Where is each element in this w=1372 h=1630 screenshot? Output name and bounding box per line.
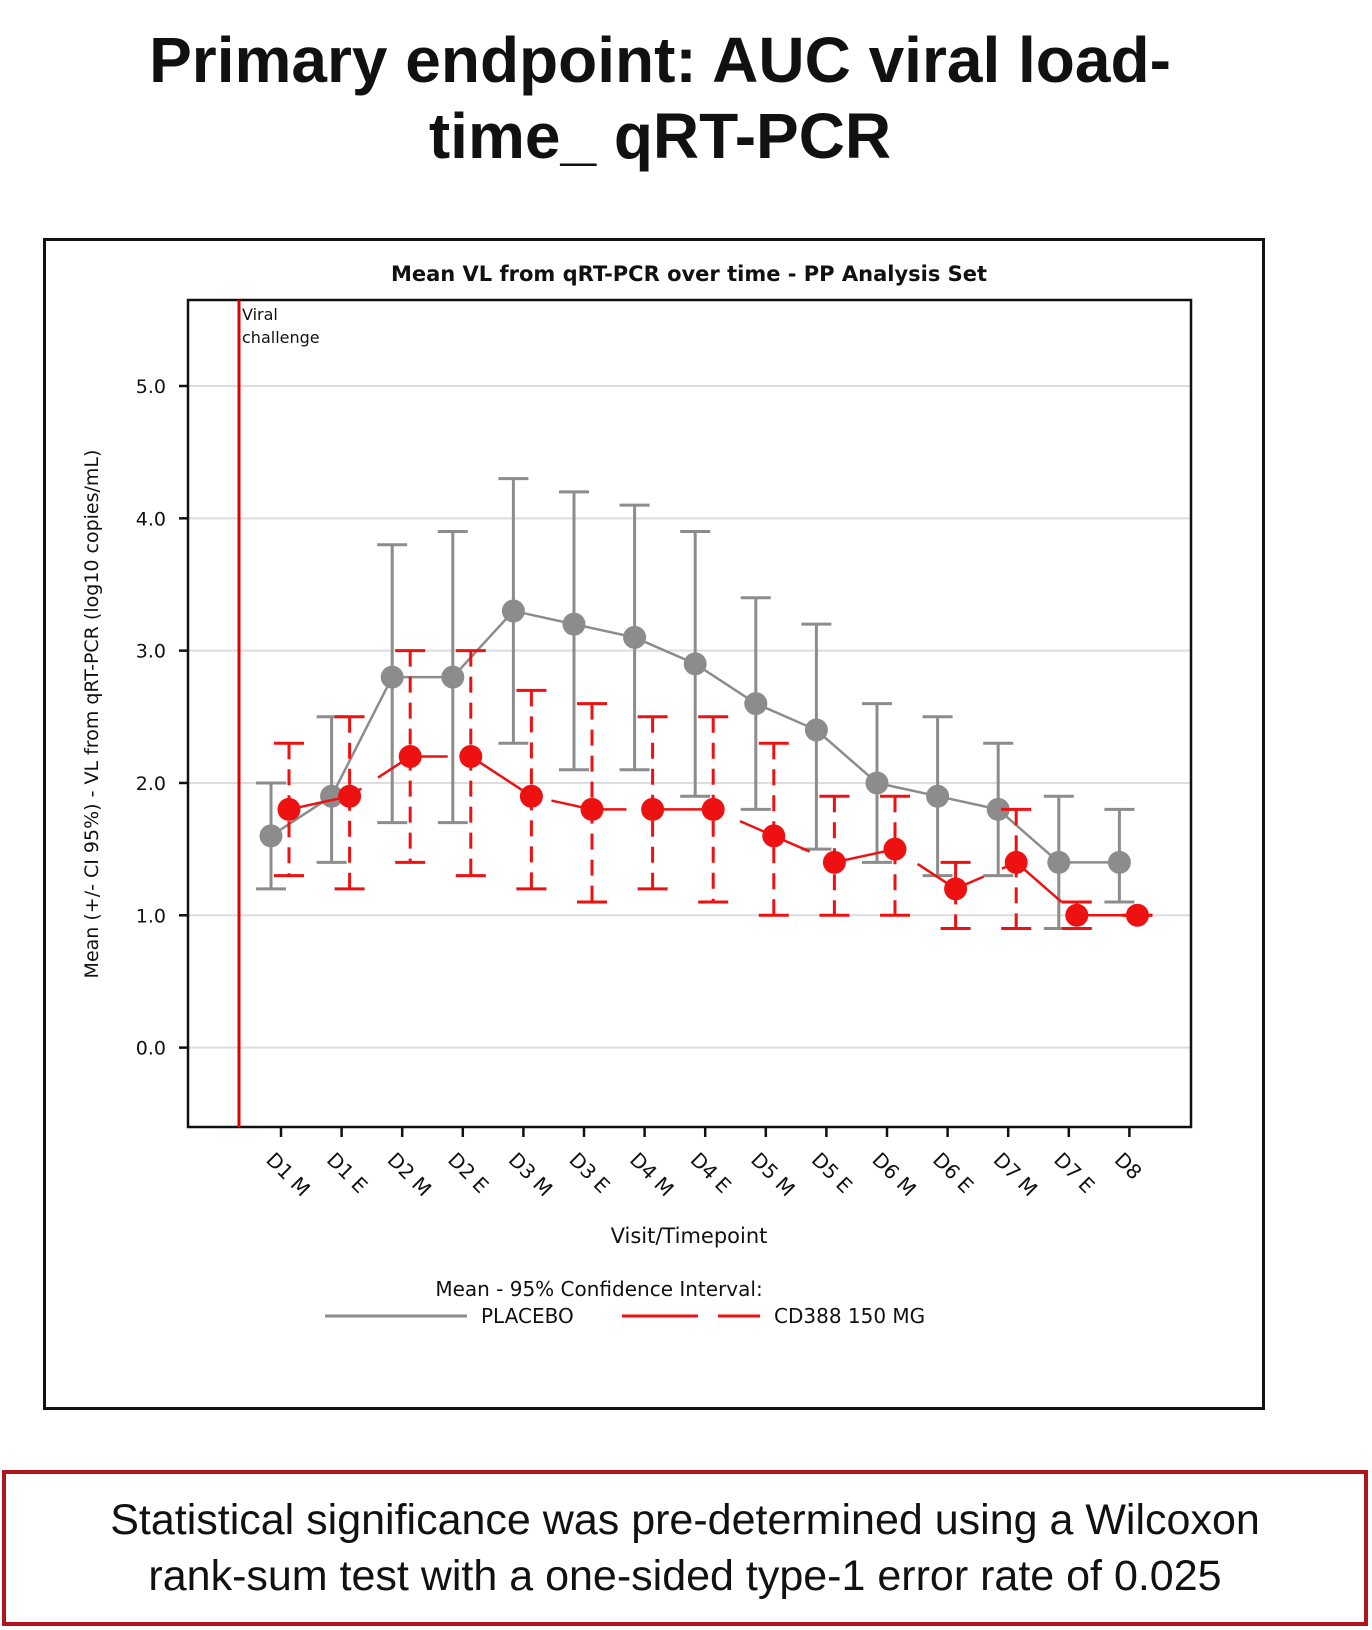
slide-title-line-1: Primary endpoint: AUC viral load- (149, 24, 1171, 96)
x-tick-label: D4 E (686, 1148, 736, 1198)
y-tick-label: 0.0 (136, 1038, 166, 1060)
data-point (986, 797, 1010, 821)
x-tick-label: D2 M (383, 1148, 437, 1202)
data-point (822, 850, 846, 874)
data-point (1125, 903, 1149, 927)
data-point (641, 797, 665, 821)
note-line-2: rank-sum test with a one-sided type-1 er… (148, 1552, 1222, 1600)
gridlines (188, 385, 1191, 1049)
x-tick-label: D1 E (322, 1148, 372, 1198)
data-point (683, 652, 707, 676)
x-tick-label: D6 E (928, 1148, 978, 1198)
chart-title: Mean VL from qRT-PCR over time - PP Anal… (391, 262, 987, 286)
note-line-1: Statistical significance was pre-determi… (110, 1496, 1260, 1544)
data-point (338, 784, 362, 808)
legend-label-placebo: PLACEBO (481, 1304, 574, 1328)
y-tick-label: 1.0 (136, 905, 166, 927)
data-point (883, 837, 907, 861)
x-tick-label: D7 E (1049, 1148, 1099, 1198)
figure-frame: Mean VL from qRT-PCR over time - PP Anal… (43, 238, 1265, 1410)
data-point (398, 745, 422, 769)
legend-label-treatment: CD388 150 MG (774, 1304, 925, 1328)
y-axis: 0.0 1.0 2.0 3.0 4.0 5.0 (136, 376, 188, 1060)
x-tick-label: D6 M (867, 1148, 921, 1202)
legend-title: Mean - 95% Confidence Interval: (435, 1277, 762, 1301)
x-axis: D1 M D1 E D2 M D2 E D3 M D3 E D4 M D4 E D5 M D5 E… (261, 1127, 1147, 1202)
x-tick-label: D1 M (261, 1148, 315, 1202)
x-tick-label: D5 E (807, 1148, 857, 1198)
y-tick-label: 5.0 (136, 376, 166, 398)
data-point (1004, 850, 1028, 874)
data-point (519, 784, 543, 808)
series-layer (256, 477, 1153, 931)
data-point (562, 612, 586, 636)
series-treatment (274, 649, 1153, 931)
data-point (277, 797, 301, 821)
slide-title-line-2: time_ qRT-PCR (428, 100, 892, 172)
y-tick-label: 4.0 (136, 508, 166, 530)
data-point (944, 877, 968, 901)
slide-title: Primary endpoint: AUC viral load- time_ … (0, 22, 1320, 174)
viral-challenge-label: Viral (242, 305, 278, 324)
data-point (926, 784, 950, 808)
viral-load-chart: Mean VL from qRT-PCR over time - PP Anal… (81, 262, 1193, 1328)
data-point (1107, 850, 1131, 874)
x-tick-label: D3 E (564, 1148, 614, 1198)
x-tick-label: D5 M (746, 1148, 800, 1202)
viral-challenge-label-2: challenge (242, 328, 320, 347)
x-tick-label: D7 M (989, 1148, 1043, 1202)
data-point (744, 692, 768, 716)
data-point (1065, 903, 1089, 927)
data-point (459, 745, 483, 769)
y-axis-label: Mean (+/- CI 95%) - VL from qRT-PCR (log… (81, 450, 103, 979)
data-point (580, 797, 604, 821)
data-point (380, 665, 404, 689)
x-tick-label: D2 E (443, 1148, 493, 1198)
series-placebo (256, 477, 1135, 931)
data-point (259, 824, 283, 848)
data-point (701, 797, 725, 821)
data-point (501, 599, 525, 623)
y-tick-label: 2.0 (136, 773, 166, 795)
x-tick-label: D4 M (625, 1148, 679, 1202)
data-point (762, 824, 786, 848)
data-point (1047, 850, 1071, 874)
x-tick-label: D3 M (504, 1148, 558, 1202)
data-point (865, 771, 889, 795)
data-point (441, 665, 465, 689)
x-axis-label: Visit/Timepoint (611, 1224, 768, 1248)
x-tick-label: D8 (1110, 1148, 1147, 1185)
y-tick-label: 3.0 (136, 641, 166, 663)
legend: Mean - 95% Confidence Interval: PLACEBO … (325, 1277, 925, 1328)
significance-note: Statistical significance was pre-determi… (2, 1470, 1368, 1626)
plot-area (186, 298, 1193, 1129)
data-point (804, 718, 828, 742)
data-point (623, 625, 647, 649)
